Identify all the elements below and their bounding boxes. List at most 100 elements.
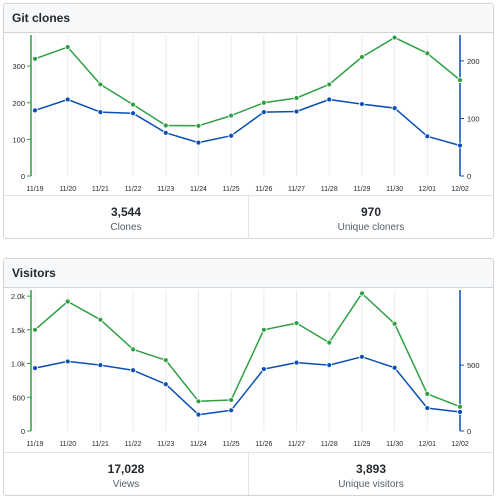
- data-point[interactable]: [391, 320, 398, 327]
- series-line-1: [34, 98, 461, 147]
- data-point[interactable]: [32, 326, 38, 333]
- data-point[interactable]: [326, 81, 333, 88]
- left-axis-tick-label: 100: [12, 135, 25, 144]
- data-point[interactable]: [195, 411, 202, 418]
- views-stat: 17,028 Views: [4, 453, 248, 495]
- data-point[interactable]: [260, 326, 267, 333]
- data-point[interactable]: [228, 132, 235, 139]
- x-tick-label: 11/22: [125, 441, 142, 448]
- data-point[interactable]: [391, 34, 398, 41]
- data-point[interactable]: [457, 77, 463, 83]
- data-point[interactable]: [293, 108, 300, 115]
- data-point[interactable]: [228, 397, 235, 403]
- data-point[interactable]: [260, 366, 267, 372]
- right-axis-tick-label: 0: [467, 427, 471, 436]
- data-point[interactable]: [260, 109, 267, 116]
- x-tick-label: 11/22: [125, 186, 142, 193]
- unique-visitors-label: Unique visitors: [338, 479, 404, 490]
- data-point[interactable]: [130, 110, 136, 117]
- series-line-1: [34, 356, 461, 416]
- left-axis-tick-label: 500: [12, 393, 25, 402]
- git-clones-panel: Git clones 0 100 200 300 0 100 200 11/19 11/20 11…: [3, 3, 494, 239]
- unique-visitors-count: 3,893: [355, 462, 387, 476]
- x-tick-label: 12/01: [419, 441, 437, 448]
- data-point[interactable]: [326, 362, 333, 369]
- left-axis-tick-label: 2.0k: [11, 292, 25, 301]
- x-tick-label: 11/26: [255, 441, 272, 448]
- x-tick-label: 11/23: [157, 186, 174, 193]
- series-line-0: [34, 36, 461, 127]
- data-point[interactable]: [293, 320, 300, 326]
- data-point[interactable]: [130, 367, 136, 374]
- data-point[interactable]: [97, 316, 104, 323]
- x-tick-label: 11/21: [92, 441, 109, 448]
- data-point[interactable]: [359, 101, 365, 107]
- data-point[interactable]: [97, 81, 104, 88]
- data-point[interactable]: [162, 357, 169, 364]
- data-point[interactable]: [162, 129, 169, 136]
- data-point[interactable]: [228, 112, 235, 119]
- data-point[interactable]: [359, 353, 365, 360]
- data-point[interactable]: [293, 95, 300, 101]
- x-tick-label: 11/27: [288, 441, 305, 448]
- x-tick-label: 11/25: [223, 186, 240, 193]
- visitors-title: Visitors: [4, 259, 493, 288]
- left-axis-tick-label: 1.5k: [11, 326, 25, 335]
- visitors-stats: 17,028 Views 3,893 Unique visitors: [4, 452, 493, 495]
- data-point[interactable]: [326, 339, 333, 346]
- left-axis-tick-label: 200: [12, 99, 25, 108]
- x-tick-label: 11/23: [157, 441, 174, 448]
- data-point[interactable]: [64, 44, 71, 50]
- data-point[interactable]: [64, 96, 71, 103]
- unique-cloners-label: Unique cloners: [337, 222, 405, 233]
- data-point[interactable]: [293, 359, 300, 366]
- data-point[interactable]: [260, 99, 267, 106]
- data-point[interactable]: [195, 122, 202, 129]
- data-point[interactable]: [130, 101, 136, 108]
- data-point[interactable]: [195, 139, 202, 146]
- data-point[interactable]: [97, 109, 104, 116]
- x-tick-label: 11/30: [386, 441, 403, 448]
- data-point[interactable]: [32, 55, 38, 62]
- visitors-chart: 0 500 1.0k 1.5k 2.0k 0 500 11/19 11/20 11/21 11/22…: [11, 290, 480, 448]
- data-point[interactable]: [162, 122, 169, 129]
- x-tick-label: 11/24: [190, 441, 207, 448]
- data-point[interactable]: [97, 362, 104, 369]
- data-point[interactable]: [391, 105, 398, 111]
- data-point[interactable]: [195, 398, 202, 405]
- data-point[interactable]: [424, 50, 431, 57]
- data-point[interactable]: [359, 54, 365, 60]
- x-tick-label: 11/20: [59, 441, 76, 448]
- x-tick-label: 12/02: [451, 441, 469, 448]
- x-tick-label: 11/25: [223, 441, 240, 448]
- x-tick-label: 11/27: [288, 186, 305, 193]
- views-label: Views: [112, 479, 140, 490]
- data-point[interactable]: [326, 96, 333, 103]
- data-point[interactable]: [424, 390, 431, 397]
- data-point[interactable]: [64, 358, 71, 365]
- left-axis-tick-label: 0: [21, 427, 25, 436]
- data-point[interactable]: [424, 405, 431, 411]
- views-count: 17,028: [107, 462, 145, 476]
- x-tick-label: 11/19: [27, 186, 44, 193]
- data-point[interactable]: [359, 290, 365, 297]
- data-point[interactable]: [424, 133, 431, 140]
- data-point[interactable]: [457, 403, 463, 410]
- visitors-panel: Visitors 0 500 1.0k 1.5k 2.0k 0 500 11/19 11/20 1…: [3, 258, 494, 496]
- data-point[interactable]: [32, 107, 38, 114]
- data-point[interactable]: [391, 364, 398, 371]
- x-tick-label: 11/24: [190, 186, 207, 193]
- unique-cloners-count: 970: [360, 205, 382, 219]
- data-point[interactable]: [457, 409, 463, 415]
- data-point[interactable]: [457, 142, 463, 149]
- data-point[interactable]: [228, 407, 235, 414]
- data-point[interactable]: [32, 365, 38, 372]
- x-tick-label: 11/28: [321, 186, 338, 193]
- data-point[interactable]: [130, 346, 136, 353]
- data-point[interactable]: [162, 381, 169, 388]
- x-tick-label: 11/19: [27, 441, 44, 448]
- data-point[interactable]: [64, 298, 71, 305]
- clones-stat: 3,544 Clones: [4, 196, 248, 238]
- x-tick-label: 11/29: [353, 186, 370, 193]
- x-tick-label: 11/21: [92, 186, 109, 193]
